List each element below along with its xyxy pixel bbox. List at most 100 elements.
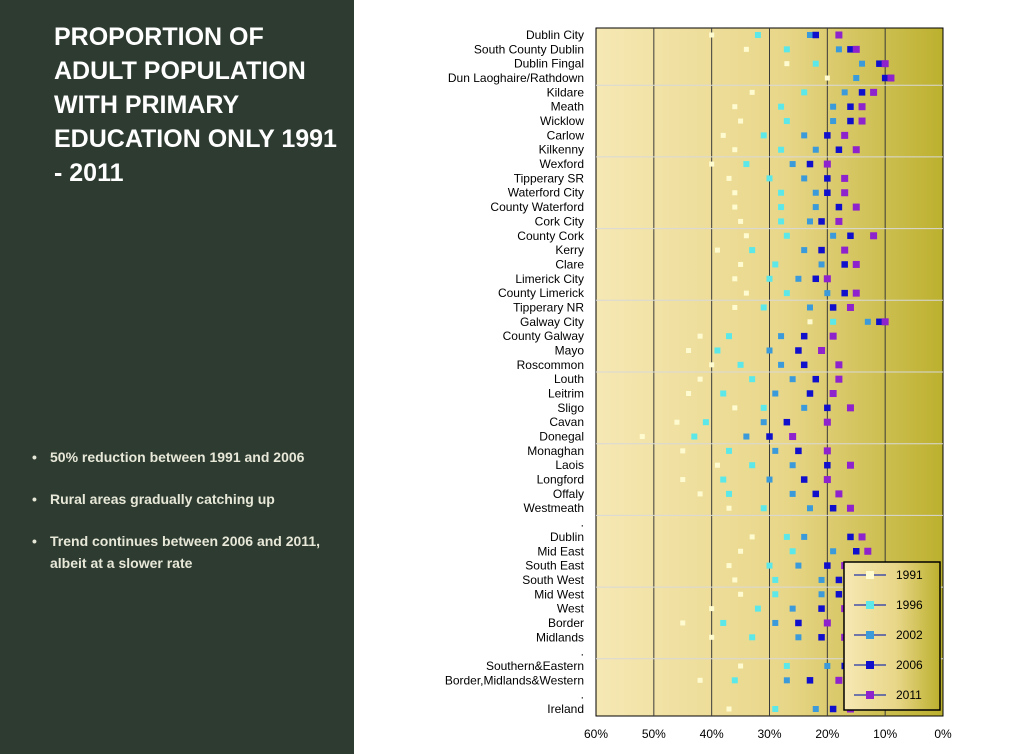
marker-1991 [720, 132, 726, 138]
marker-1991 [639, 434, 645, 440]
marker-2002 [766, 347, 773, 354]
category-label: Limerick City [515, 272, 584, 286]
marker-2006 [800, 332, 808, 340]
marker-2011 [841, 189, 849, 197]
marker-1996 [726, 447, 733, 454]
marker-2006 [829, 705, 837, 713]
marker-2002 [766, 476, 773, 483]
category-label: Mid West [534, 587, 584, 601]
category-label: Tipperary NR [513, 300, 584, 314]
marker-2002 [772, 447, 779, 454]
marker-2006 [847, 46, 854, 53]
marker-2006 [824, 175, 831, 182]
marker-1991 [784, 61, 790, 67]
marker-2011 [835, 490, 843, 498]
marker-1996 [726, 333, 733, 340]
marker-1991 [709, 634, 715, 640]
marker-2002 [795, 634, 802, 641]
marker-2006 [824, 404, 831, 412]
marker-1991 [738, 118, 744, 124]
marker-1991 [686, 347, 692, 353]
marker-2006 [818, 605, 825, 612]
marker-2006 [795, 447, 802, 455]
legend-marker [866, 631, 874, 639]
marker-2002 [830, 118, 837, 125]
marker-2011 [846, 504, 854, 512]
marker-1996 [726, 490, 733, 497]
x-tick-label: 20% [815, 727, 839, 741]
marker-2002 [806, 32, 813, 38]
marker-2002 [801, 175, 808, 182]
marker-1991 [743, 46, 749, 52]
marker-2006 [818, 246, 825, 254]
marker-1996 [760, 304, 767, 311]
marker-2002 [801, 247, 808, 254]
marker-1991 [726, 505, 732, 511]
marker-2011 [852, 289, 860, 297]
marker-2011 [823, 619, 831, 627]
marker-2006 [881, 74, 889, 82]
marker-1991 [807, 319, 813, 325]
marker-1991 [709, 32, 715, 38]
marker-1991 [686, 391, 692, 397]
category-label: . [581, 645, 584, 659]
marker-2011 [852, 146, 860, 154]
marker-2011 [858, 103, 866, 111]
x-tick-label: 60% [584, 727, 608, 741]
category-label: County Waterford [490, 200, 584, 214]
marker-2006 [841, 289, 848, 297]
marker-2011 [789, 433, 797, 441]
category-label: Mid East [537, 544, 584, 558]
marker-1991 [732, 104, 738, 110]
marker-1996 [749, 462, 756, 469]
marker-2006 [812, 31, 820, 39]
marker-2002 [818, 591, 825, 598]
category-label: Monaghan [527, 444, 584, 458]
marker-2006 [795, 619, 802, 627]
marker-1991 [697, 333, 703, 339]
category-label: Longford [537, 473, 584, 487]
category-label: Laois [555, 458, 584, 472]
marker-1996 [783, 533, 790, 540]
marker-1991 [749, 534, 755, 540]
marker-2006 [766, 433, 773, 440]
marker-2002 [812, 706, 819, 712]
marker-1996 [749, 634, 756, 641]
marker-2011 [881, 60, 889, 68]
marker-2006 [835, 591, 843, 598]
legend-label: 2006 [896, 658, 923, 672]
marker-2002 [806, 505, 813, 512]
marker-2011 [846, 303, 854, 311]
category-label: Waterford City [508, 186, 584, 200]
category-label: Dublin City [526, 28, 584, 42]
marker-2002 [859, 60, 866, 67]
marker-1991 [738, 548, 744, 554]
legend-marker [866, 601, 874, 609]
category-label: Kilkenny [539, 143, 584, 157]
marker-1991 [714, 462, 720, 468]
category-label: Dublin Fingal [514, 57, 584, 71]
category-label: County Limerick [498, 286, 585, 300]
marker-2002 [789, 490, 796, 497]
category-label: . [581, 516, 584, 530]
marker-1996 [749, 247, 756, 254]
x-tick-label: 50% [642, 727, 666, 741]
category-label: West [557, 602, 585, 616]
marker-2006 [800, 476, 808, 483]
marker-2011 [852, 260, 860, 268]
marker-2002 [812, 189, 819, 196]
marker-1996 [801, 89, 808, 96]
marker-1996 [720, 619, 727, 626]
slide-title: PROPORTION OF ADULT POPULATION WITH PRIM… [54, 23, 337, 187]
legend-label: 2011 [896, 688, 922, 702]
marker-2002 [835, 46, 842, 53]
marker-1996 [778, 218, 785, 225]
marker-2002 [830, 103, 837, 110]
category-label: Roscommon [517, 358, 584, 372]
marker-2006 [835, 576, 843, 584]
marker-2006 [795, 347, 802, 354]
category-label: Border,Midlands&Western [445, 673, 584, 687]
legend-box [843, 561, 941, 711]
marker-1991 [738, 663, 744, 669]
